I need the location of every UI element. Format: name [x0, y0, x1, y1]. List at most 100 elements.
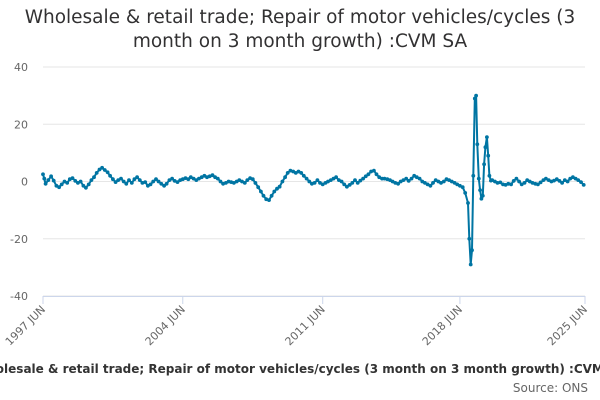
- data-point[interactable]: [43, 181, 48, 186]
- data-point[interactable]: [113, 180, 118, 185]
- data-point[interactable]: [108, 173, 112, 178]
- data-point[interactable]: [299, 171, 304, 175]
- data-point[interactable]: [148, 182, 153, 187]
- data-point[interactable]: [94, 171, 99, 175]
- data-point[interactable]: [552, 178, 556, 183]
- data-point[interactable]: [401, 178, 406, 183]
- data-point[interactable]: [59, 182, 64, 187]
- data-point[interactable]: [471, 173, 476, 178]
- data-point[interactable]: [579, 180, 583, 185]
- data-point[interactable]: [498, 180, 503, 185]
- data-point[interactable]: [135, 175, 140, 180]
- data-point[interactable]: [89, 178, 94, 183]
- data-point[interactable]: [509, 182, 513, 187]
- data-point[interactable]: [480, 193, 485, 198]
- data-point[interactable]: [538, 180, 543, 185]
- data-point[interactable]: [363, 174, 368, 179]
- data-point[interactable]: [132, 177, 137, 182]
- data-point[interactable]: [156, 179, 161, 184]
- data-point[interactable]: [240, 179, 244, 184]
- data-point[interactable]: [102, 168, 107, 172]
- data-point[interactable]: [121, 179, 126, 184]
- data-point[interactable]: [78, 179, 83, 184]
- data-point[interactable]: [479, 196, 484, 201]
- data-point[interactable]: [486, 153, 491, 158]
- data-point[interactable]: [470, 248, 474, 253]
- data-point[interactable]: [581, 183, 586, 187]
- data-point[interactable]: [65, 181, 70, 185]
- data-point[interactable]: [124, 181, 129, 186]
- data-point[interactable]: [431, 181, 435, 185]
- data-point[interactable]: [466, 201, 470, 205]
- data-point[interactable]: [565, 179, 570, 184]
- data-point[interactable]: [439, 181, 443, 185]
- data-point[interactable]: [46, 178, 51, 183]
- data-point[interactable]: [562, 178, 567, 183]
- data-point[interactable]: [175, 180, 180, 185]
- data-point[interactable]: [347, 183, 352, 187]
- data-point[interactable]: [554, 177, 559, 182]
- data-point[interactable]: [406, 179, 411, 183]
- data-point[interactable]: [151, 179, 156, 184]
- data-point[interactable]: [137, 178, 142, 183]
- data-point[interactable]: [267, 198, 271, 203]
- data-point[interactable]: [428, 183, 433, 188]
- data-point[interactable]: [49, 174, 53, 179]
- data-point[interactable]: [417, 176, 422, 181]
- data-point[interactable]: [460, 185, 465, 190]
- data-point[interactable]: [441, 179, 446, 184]
- data-point[interactable]: [283, 175, 287, 180]
- data-point[interactable]: [127, 178, 131, 183]
- data-point[interactable]: [511, 179, 516, 183]
- data-point[interactable]: [353, 178, 357, 183]
- data-point[interactable]: [143, 180, 148, 185]
- data-point[interactable]: [536, 182, 540, 187]
- data-point[interactable]: [320, 182, 325, 187]
- data-point[interactable]: [111, 177, 115, 182]
- data-point[interactable]: [245, 178, 250, 183]
- data-point[interactable]: [345, 184, 349, 189]
- data-point[interactable]: [449, 179, 454, 184]
- data-point[interactable]: [250, 177, 255, 182]
- data-point[interactable]: [86, 182, 91, 187]
- data-point[interactable]: [170, 176, 175, 181]
- data-point[interactable]: [304, 176, 309, 181]
- data-point[interactable]: [197, 176, 201, 181]
- data-point[interactable]: [519, 182, 524, 187]
- data-point[interactable]: [339, 179, 344, 184]
- data-point[interactable]: [467, 236, 472, 241]
- data-point[interactable]: [92, 175, 96, 180]
- data-point[interactable]: [256, 185, 261, 190]
- data-point[interactable]: [334, 175, 338, 180]
- data-point[interactable]: [188, 175, 193, 180]
- data-point[interactable]: [312, 181, 317, 185]
- data-point[interactable]: [404, 176, 409, 181]
- data-point[interactable]: [261, 193, 266, 198]
- data-point[interactable]: [307, 179, 312, 184]
- data-point[interactable]: [57, 185, 61, 190]
- data-point[interactable]: [84, 185, 88, 190]
- data-point[interactable]: [478, 188, 482, 193]
- data-point[interactable]: [355, 181, 360, 185]
- data-point[interactable]: [164, 181, 169, 186]
- data-point[interactable]: [210, 173, 215, 178]
- data-point[interactable]: [358, 178, 363, 183]
- data-point[interactable]: [468, 262, 473, 267]
- data-point[interactable]: [116, 178, 121, 183]
- data-point[interactable]: [342, 182, 347, 187]
- data-point[interactable]: [129, 181, 134, 185]
- data-point[interactable]: [253, 181, 258, 185]
- data-point[interactable]: [73, 179, 78, 183]
- data-point[interactable]: [485, 135, 489, 140]
- data-point[interactable]: [301, 173, 306, 178]
- data-point[interactable]: [280, 179, 285, 184]
- data-point[interactable]: [517, 179, 521, 184]
- legend-item[interactable]: Wholesale & retail trade; Repair of moto…: [0, 362, 600, 376]
- data-point[interactable]: [522, 181, 527, 185]
- data-point[interactable]: [458, 183, 462, 188]
- data-point[interactable]: [232, 181, 236, 185]
- data-point[interactable]: [215, 176, 220, 181]
- data-point[interactable]: [41, 172, 45, 177]
- data-point[interactable]: [285, 171, 290, 175]
- data-point[interactable]: [259, 189, 263, 194]
